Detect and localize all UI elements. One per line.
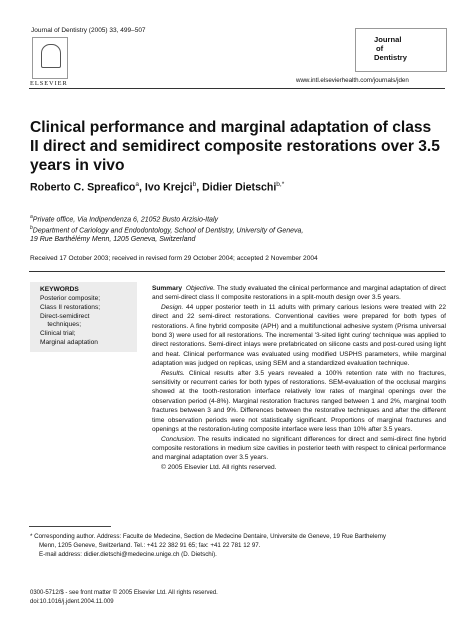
footnote-line: Menn, 1205 Geneve, Switzerland. Tel.: +4… xyxy=(39,542,261,549)
design-text: 44 upper posterior teeth in 11 adults wi… xyxy=(152,303,446,368)
author-list: Roberto C. Spreaficoa, Ivo Krejcib, Didi… xyxy=(30,181,284,194)
affiliation: bDepartment of Cariology and Endodontolo… xyxy=(30,223,303,236)
affiliation: aPrivate office, Via Indipendenza 6, 210… xyxy=(30,212,218,225)
abstract: Summary Objective. The study evaluated t… xyxy=(152,284,446,472)
affiliation: 19 Rue Barthélémy Menn, 1205 Geneva, Swi… xyxy=(30,234,195,245)
keywords-heading: KEYWORDS xyxy=(40,286,79,293)
author-name: Roberto C. Spreafico xyxy=(30,181,136,194)
keyword-item: techniques; xyxy=(40,321,82,329)
article-title: Clinical performance and marginal adapta… xyxy=(30,119,440,174)
design-label: Design. xyxy=(161,303,184,311)
footnote-divider xyxy=(29,526,111,527)
abstract-conclusion: Conclusion. The results indicated no sig… xyxy=(152,435,446,463)
footer-doi[interactable]: doi:10.1016/j.jdent.2004.11.009 xyxy=(30,598,114,605)
journal-badge: Journal of Dentistry xyxy=(355,28,447,72)
section-divider xyxy=(29,271,445,272)
keywords-list: Posterior composite; Class II restoratio… xyxy=(40,295,100,348)
keyword-item: Posterior composite; xyxy=(40,295,101,302)
conclusion-text: The results indicated no significant dif… xyxy=(152,435,446,462)
keyword-item: Clinical trial; xyxy=(40,330,76,338)
affiliation-text: 19 Rue Barthélémy Menn, 1205 Geneva, Swi… xyxy=(30,236,196,243)
abstract-results: Results. Clinical results after 3.5 year… xyxy=(152,369,446,435)
conclusion-label: Conclusion. xyxy=(161,435,196,443)
page-footer: 0300-5712/$ - see front matter © 2005 El… xyxy=(30,589,218,606)
author-name: Didier Dietschi xyxy=(202,181,277,194)
journal-name: Journal of Dentistry xyxy=(374,35,407,62)
journal-name-line: Journal xyxy=(374,35,402,44)
tree-icon xyxy=(41,44,61,68)
keyword-item: Marginal adaptation xyxy=(40,338,98,346)
author-sup: b xyxy=(192,181,197,188)
abstract-label: Summary xyxy=(152,285,183,292)
abstract-copyright: © 2005 Elsevier Ltd. All rights reserved… xyxy=(161,463,277,471)
author-sep: , xyxy=(139,181,145,194)
affiliation-sup: a xyxy=(30,214,33,220)
keyword-item: Class II restorations; xyxy=(40,303,101,311)
publisher-name: ELSEVIER xyxy=(30,80,68,87)
author-sup: a xyxy=(135,181,139,188)
affiliation-sup: b xyxy=(30,225,33,231)
footer-issn: 0300-5712/$ - see front matter © 2005 El… xyxy=(30,590,218,596)
abstract-objective: Summary Objective. The study evaluated t… xyxy=(152,284,446,303)
results-text: Clinical results after 3.5 years reveale… xyxy=(152,369,447,434)
abstract-design: Design. 44 upper posterior teeth in 11 a… xyxy=(152,303,446,369)
objective-label: Objective. xyxy=(185,285,216,292)
elsevier-logo xyxy=(32,37,68,79)
footnote-line: * Corresponding author. Address: Faculte… xyxy=(30,533,386,540)
keyword-item: Direct-semidirect xyxy=(40,312,90,320)
results-label: Results. xyxy=(161,369,185,377)
footnote-email[interactable]: E-mail address: didier.dietschi@medecine… xyxy=(39,551,217,558)
objective-text: The study evaluated the clinical perform… xyxy=(152,285,447,302)
journal-url-link[interactable]: www.intl.elsevierhealth.com/journals/jde… xyxy=(296,77,409,84)
affiliation-text: Department of Cariology and Endodontolog… xyxy=(32,227,304,235)
author-sep: , xyxy=(196,181,203,194)
journal-name-line: of xyxy=(376,44,384,53)
corresponding-author-footnote: * Corresponding author. Address: Faculte… xyxy=(30,532,445,559)
header-divider xyxy=(29,88,445,89)
keywords-box: KEYWORDS Posterior composite; Class II r… xyxy=(30,282,137,352)
author-sup: b,* xyxy=(276,181,285,188)
journal-name-line: Dentistry xyxy=(374,53,407,62)
affiliation-text: Private office, Via Indipendenza 6, 2105… xyxy=(32,216,219,224)
journal-citation: Journal of Dentistry (2005) 33, 499–507 xyxy=(31,27,146,34)
author-name: Ivo Krejci xyxy=(144,181,193,194)
received-dates: Received 17 October 2003; received in re… xyxy=(30,255,318,262)
